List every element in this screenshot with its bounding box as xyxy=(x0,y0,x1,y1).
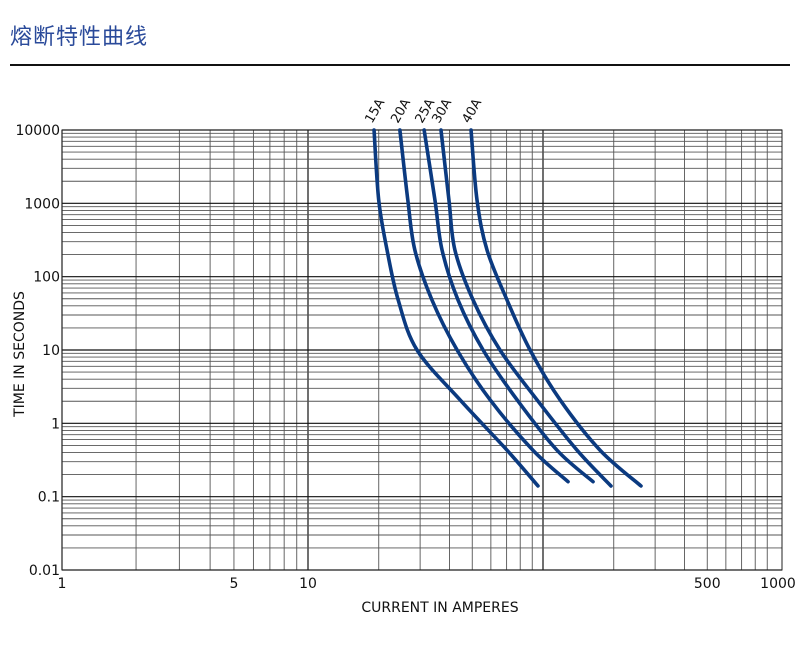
page-title: 熔断特性曲线 xyxy=(10,25,149,50)
curves xyxy=(372,128,643,488)
curve-label-15a: 15A xyxy=(363,96,389,126)
curve-15a xyxy=(372,128,540,488)
y-tick-label: 0.01 xyxy=(29,563,60,579)
curve-label-20a: 20A xyxy=(388,96,414,126)
y-axis-title: TIME IN SECONDS xyxy=(12,291,28,418)
y-tick-label: 100 xyxy=(33,270,60,286)
y-tick-label: 0.1 xyxy=(38,490,60,506)
y-tick-labels: 10000 1000 100 10 1 0.1 0.01 xyxy=(15,123,60,579)
y-tick-label: 10 xyxy=(42,343,60,359)
title-divider xyxy=(10,64,790,66)
x-tick-labels: 1 5 10 500 1000 xyxy=(58,576,796,592)
curve-20a xyxy=(398,128,570,484)
y-tick-label: 1 xyxy=(51,416,60,432)
curve-label-30a: 30A xyxy=(429,96,455,126)
x-tick-label: 1000 xyxy=(760,576,796,592)
x-tick-label: 500 xyxy=(694,576,721,592)
curve-label-40a: 40A xyxy=(459,96,485,126)
curve-30a xyxy=(439,128,613,488)
x-tick-label: 1 xyxy=(58,576,67,592)
grid xyxy=(61,129,782,571)
curve-40a xyxy=(469,128,643,488)
plot-frame xyxy=(61,129,783,571)
y-tick-label: 1000 xyxy=(24,196,60,212)
y-tick-label: 10000 xyxy=(15,123,60,139)
curve-25a xyxy=(422,128,595,484)
x-tick-label: 5 xyxy=(229,576,238,592)
x-axis-title: CURRENT IN AMPERES xyxy=(361,600,518,616)
x-tick-label: 10 xyxy=(299,576,317,592)
